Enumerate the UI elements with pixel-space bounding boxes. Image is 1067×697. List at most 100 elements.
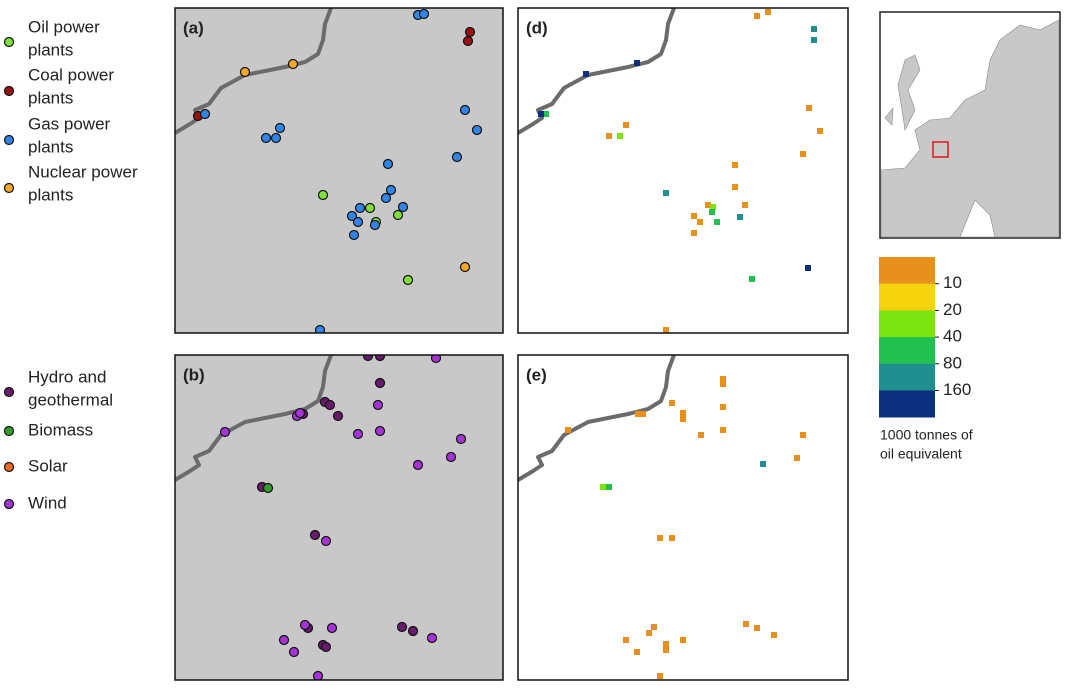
plant-marker — [326, 622, 338, 634]
plant-marker — [464, 26, 476, 38]
cell — [680, 410, 686, 416]
panel-frame — [174, 354, 504, 681]
cell — [663, 647, 669, 653]
plant-marker — [332, 410, 344, 422]
coastline — [518, 355, 676, 482]
plant-marker — [374, 355, 386, 362]
cell — [543, 111, 549, 117]
colorbar-label: 40 — [943, 327, 962, 346]
map-panel — [518, 8, 848, 333]
plant-marker — [309, 529, 321, 541]
legend-label: plants — [28, 185, 73, 204]
plant-marker — [274, 122, 286, 134]
cell — [640, 411, 646, 417]
legend-label: Biomass — [28, 420, 93, 439]
panel-frame — [517, 7, 849, 334]
legend-dot — [3, 425, 15, 437]
panel-label: (a) — [183, 18, 204, 37]
cell — [680, 416, 686, 422]
cell — [663, 641, 669, 647]
cell — [583, 71, 589, 77]
panel-label: (d) — [526, 18, 548, 37]
cell — [698, 432, 704, 438]
colorbar-block — [879, 283, 935, 311]
map-layer — [518, 8, 823, 333]
plant-marker — [459, 261, 471, 273]
cell — [794, 455, 800, 461]
plant-marker — [219, 426, 231, 438]
cell — [749, 276, 755, 282]
cell — [805, 265, 811, 271]
cell — [657, 673, 663, 679]
plant-marker — [445, 451, 457, 463]
plant-marker — [346, 210, 358, 222]
cell — [538, 111, 544, 117]
map-layer — [175, 355, 467, 680]
cell — [705, 202, 711, 208]
cell — [691, 230, 697, 236]
map-layer — [518, 355, 806, 679]
cell — [800, 432, 806, 438]
cell — [565, 427, 571, 433]
plant-marker — [369, 219, 381, 231]
cell — [691, 213, 697, 219]
plant-marker — [352, 216, 364, 228]
plant-marker — [462, 35, 474, 47]
cell — [606, 133, 612, 139]
cell — [635, 411, 641, 417]
cell — [720, 381, 726, 387]
plant-marker — [397, 201, 409, 213]
map-layer — [175, 8, 483, 333]
plant-marker — [412, 459, 424, 471]
legend-label: Hydro and — [28, 367, 106, 386]
panel-label: (e) — [526, 365, 547, 384]
cell — [806, 105, 812, 111]
plant-marker — [471, 124, 483, 136]
plant-marker — [418, 8, 430, 20]
plant-marker — [320, 535, 332, 547]
plant-marker — [385, 184, 397, 196]
cell — [817, 128, 823, 134]
plant-marker — [396, 621, 408, 633]
plant-marker — [288, 646, 300, 658]
cell — [634, 649, 640, 655]
cell — [714, 219, 720, 225]
map-panel — [518, 355, 848, 680]
cell — [710, 204, 716, 210]
map-panel — [175, 355, 503, 680]
plant-marker — [402, 274, 414, 286]
colorbar-block — [879, 390, 935, 418]
cell — [709, 209, 715, 215]
colorbar-caption: oil equivalent — [880, 446, 962, 462]
cell — [663, 190, 669, 196]
cell — [623, 637, 629, 643]
colorbar-label: 160 — [943, 380, 971, 399]
plant-marker — [312, 670, 324, 680]
panel-frame — [517, 354, 849, 681]
inset-map — [879, 11, 1061, 239]
plant-marker — [372, 399, 384, 411]
cell — [811, 26, 817, 32]
colorbar-block — [879, 257, 935, 284]
cell — [634, 60, 640, 66]
colorbar-block — [879, 310, 935, 338]
colorbar-caption: 1000 tonnes of — [880, 427, 973, 443]
cell — [669, 400, 675, 406]
cell — [771, 632, 777, 638]
cell — [800, 151, 806, 157]
legend-label: Solar — [28, 456, 68, 475]
colorbar-block — [879, 363, 935, 391]
coastline — [175, 355, 333, 482]
plant-marker — [270, 132, 282, 144]
cell — [617, 133, 623, 139]
panel-frame — [174, 7, 504, 334]
cell — [606, 484, 612, 490]
plant-marker — [362, 355, 374, 362]
legend-dot — [3, 85, 15, 97]
plant-marker — [380, 192, 392, 204]
plant-marker — [430, 355, 442, 364]
plant-marker — [392, 209, 404, 221]
legend-label: plants — [28, 88, 73, 107]
cell — [646, 630, 652, 636]
legend-label: Oil power — [28, 17, 100, 36]
